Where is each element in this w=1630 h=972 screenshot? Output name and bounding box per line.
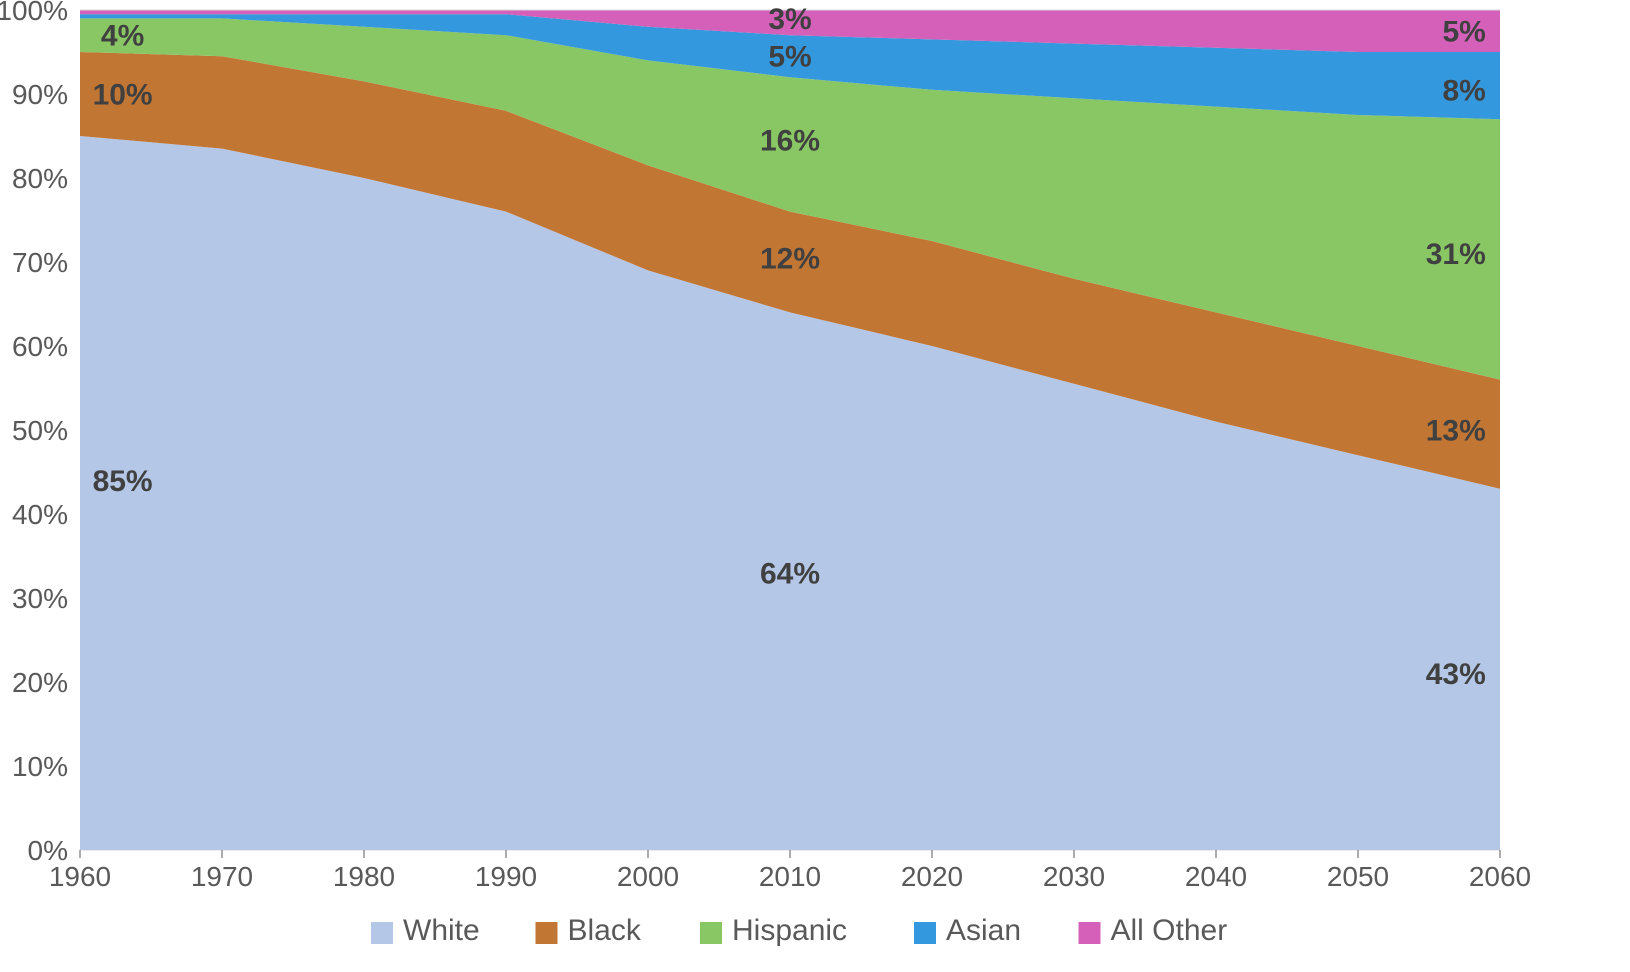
data-label: 5% <box>1442 16 1485 49</box>
x-axis-tick-label: 2020 <box>901 861 963 892</box>
y-axis-tick-label: 60% <box>12 331 68 362</box>
data-label: 31% <box>1426 238 1486 271</box>
data-label: 8% <box>1442 74 1485 107</box>
stacked-area-chart: 0%10%20%30%40%50%60%70%80%90%100%1960197… <box>0 0 1630 972</box>
x-axis-tick-label: 2010 <box>759 861 821 892</box>
x-axis-tick-label: 2040 <box>1185 861 1247 892</box>
legend-swatch-all-other <box>1079 922 1101 944</box>
data-label: 64% <box>760 557 820 590</box>
legend-swatch-hispanic <box>700 922 722 944</box>
x-axis-tick-label: 1960 <box>49 861 111 892</box>
y-axis-tick-label: 40% <box>12 499 68 530</box>
data-label: 43% <box>1426 658 1486 691</box>
y-axis-tick-label: 90% <box>12 79 68 110</box>
x-axis-tick-label: 1990 <box>475 861 537 892</box>
data-label: 16% <box>760 125 820 158</box>
legend-swatch-black <box>536 922 558 944</box>
y-axis-tick-label: 30% <box>12 583 68 614</box>
y-axis-tick-label: 10% <box>12 751 68 782</box>
legend-label-asian: Asian <box>946 914 1021 947</box>
data-label: 5% <box>768 41 811 74</box>
x-axis-tick-label: 2060 <box>1469 861 1531 892</box>
y-axis-tick-label: 20% <box>12 667 68 698</box>
y-axis-tick-label: 80% <box>12 163 68 194</box>
data-label: 13% <box>1426 415 1486 448</box>
legend-label-white: White <box>403 914 480 947</box>
data-label: 10% <box>93 79 153 112</box>
x-axis-tick-label: 2000 <box>617 861 679 892</box>
data-label: 4% <box>101 20 144 53</box>
data-label: 85% <box>93 465 153 498</box>
y-axis-tick-label: 100% <box>0 0 68 26</box>
x-axis-tick-label: 2050 <box>1327 861 1389 892</box>
y-axis-tick-label: 70% <box>12 247 68 278</box>
legend-swatch-asian <box>914 922 936 944</box>
legend-label-hispanic: Hispanic <box>732 914 847 947</box>
legend-label-all-other: All Other <box>1111 914 1228 947</box>
x-axis-tick-label: 2030 <box>1043 861 1105 892</box>
data-label: 3% <box>768 3 811 36</box>
legend-swatch-white <box>371 922 393 944</box>
data-label: 12% <box>760 242 820 275</box>
y-axis-tick-label: 50% <box>12 415 68 446</box>
x-axis-tick-label: 1980 <box>333 861 395 892</box>
legend: White Black Hispanic Asian All Other <box>371 914 1227 947</box>
x-axis-tick-label: 1970 <box>191 861 253 892</box>
legend-label-black: Black <box>568 914 642 947</box>
